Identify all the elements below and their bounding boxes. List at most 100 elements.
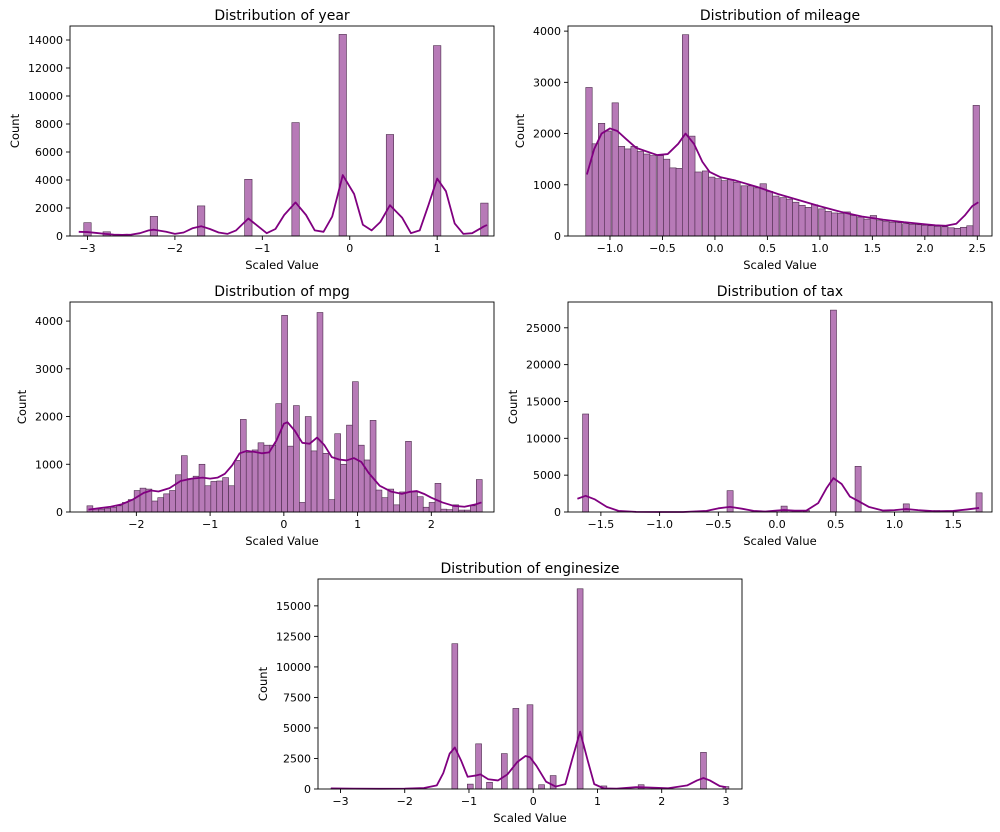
histogram-bar xyxy=(310,450,318,513)
histogram-bar xyxy=(322,452,330,513)
x-tick-label: −2 xyxy=(128,518,144,531)
y-tick-label: 3000 xyxy=(533,76,561,89)
histogram-bar xyxy=(895,222,903,237)
y-tick-label: 2000 xyxy=(35,202,63,215)
histogram-bar xyxy=(727,179,735,237)
x-tick-label: −3 xyxy=(332,795,348,808)
histogram-bar xyxy=(701,170,710,237)
axes-frame xyxy=(567,301,993,513)
histogram-bar xyxy=(293,405,300,513)
histogram-bar xyxy=(972,105,980,237)
histogram-bar xyxy=(941,226,949,237)
x-tick-label: 0 xyxy=(346,242,353,255)
x-tick-label: 2.0 xyxy=(916,242,934,255)
histogram-bar xyxy=(291,122,300,237)
histogram-bar xyxy=(863,218,871,237)
y-tick-label: 4000 xyxy=(35,174,63,187)
histogram-bar xyxy=(104,507,111,513)
histogram-bar xyxy=(882,220,890,237)
x-axis-label: Scaled Value xyxy=(493,811,566,825)
x-tick-label: −1.5 xyxy=(588,518,615,531)
histogram-bar xyxy=(611,102,619,237)
histogram-bar xyxy=(772,195,780,237)
y-tick-label: 4000 xyxy=(533,25,561,38)
y-tick-label: 25000 xyxy=(526,322,561,335)
y-tick-label: 12000 xyxy=(28,62,63,75)
histogram-bar xyxy=(857,216,865,237)
x-tick-label: −1 xyxy=(254,242,270,255)
x-axis-label: Scaled Value xyxy=(743,258,816,272)
histogram-bar xyxy=(244,179,253,237)
y-tick-label: 0 xyxy=(554,230,561,243)
histogram-bar xyxy=(369,420,377,513)
y-tick-label: 1000 xyxy=(35,458,63,471)
y-tick-label: 2000 xyxy=(35,411,63,424)
histogram-bar xyxy=(393,504,400,513)
histogram-bar xyxy=(163,493,170,513)
chart-panel-2: −2 −1 0 1 2 0 1000 2000 3000 4000 Distribution of … xyxy=(15,284,495,548)
chart-panel-3: −1.5 −1.0 −0.5 0.0 0.5 1.0 1.5 0 5000 10000 15000 2… xyxy=(506,284,993,548)
histogram-bar xyxy=(197,205,206,237)
histogram-bar xyxy=(475,479,483,513)
histogram-bar xyxy=(149,216,158,237)
histogram-bar xyxy=(811,204,819,237)
x-tick-label: 1 xyxy=(594,795,601,808)
x-tick-label: 1.5 xyxy=(944,518,962,531)
histogram-bar xyxy=(334,433,341,513)
y-tick-label: 10000 xyxy=(28,90,63,103)
y-axis-label: Count xyxy=(15,389,29,424)
histogram-bar xyxy=(501,753,508,790)
histogram-bar xyxy=(753,187,761,237)
y-tick-label: 12500 xyxy=(276,630,311,643)
chart-title: Distribution of mpg xyxy=(214,284,349,300)
histogram-bar xyxy=(908,223,916,237)
x-tick-label: 0.5 xyxy=(827,518,845,531)
histogram-bar xyxy=(837,213,845,237)
histogram-bar xyxy=(428,502,436,513)
histogram-bar xyxy=(915,224,923,237)
histogram-bar xyxy=(538,784,545,790)
histogram-bar xyxy=(663,158,671,237)
histogram-bar xyxy=(338,34,347,237)
histogram-bar xyxy=(381,497,389,513)
x-tick-label: −3 xyxy=(79,242,95,255)
histogram-bar xyxy=(181,455,188,513)
histogram-bar xyxy=(304,416,312,513)
x-tick-label: 1.5 xyxy=(864,242,882,255)
histogram-bar xyxy=(110,506,117,513)
histogram-bar xyxy=(240,419,247,513)
x-axis-label: Scaled Value xyxy=(245,534,318,548)
histogram-bar xyxy=(228,485,235,513)
kde-line xyxy=(330,730,727,790)
histogram-bar xyxy=(287,445,294,513)
y-axis-label: Count xyxy=(506,389,520,424)
histogram-bar xyxy=(966,225,974,237)
y-tick-label: 3000 xyxy=(35,363,63,376)
histogram-bar xyxy=(475,743,482,790)
x-tick-label: −0.5 xyxy=(649,242,676,255)
y-tick-label: 0 xyxy=(56,506,63,519)
x-tick-label: 0.0 xyxy=(706,242,724,255)
histogram-bar xyxy=(204,485,212,513)
chart-title: Distribution of enginesize xyxy=(441,561,620,577)
histogram-bar xyxy=(526,704,534,790)
x-tick-label: 1 xyxy=(354,518,361,531)
histogram-bar xyxy=(399,491,406,513)
histogram-bar xyxy=(975,492,983,513)
histogram-bar xyxy=(804,207,812,237)
histogram-bar xyxy=(210,481,218,513)
histogram-bar xyxy=(133,490,141,513)
histogram-bar xyxy=(186,478,194,513)
histogram-bar xyxy=(346,424,353,513)
histogram-bar xyxy=(299,502,306,513)
histogram-bar xyxy=(818,208,826,237)
histogram-bar xyxy=(726,490,734,513)
histogram-bar xyxy=(953,228,961,237)
y-tick-label: 8000 xyxy=(35,118,63,131)
y-axis-label: Count xyxy=(8,113,22,148)
histogram-bar xyxy=(888,221,896,237)
y-tick-label: 7500 xyxy=(283,691,311,704)
histogram-bar xyxy=(630,146,638,237)
histogram-bar xyxy=(157,497,164,513)
